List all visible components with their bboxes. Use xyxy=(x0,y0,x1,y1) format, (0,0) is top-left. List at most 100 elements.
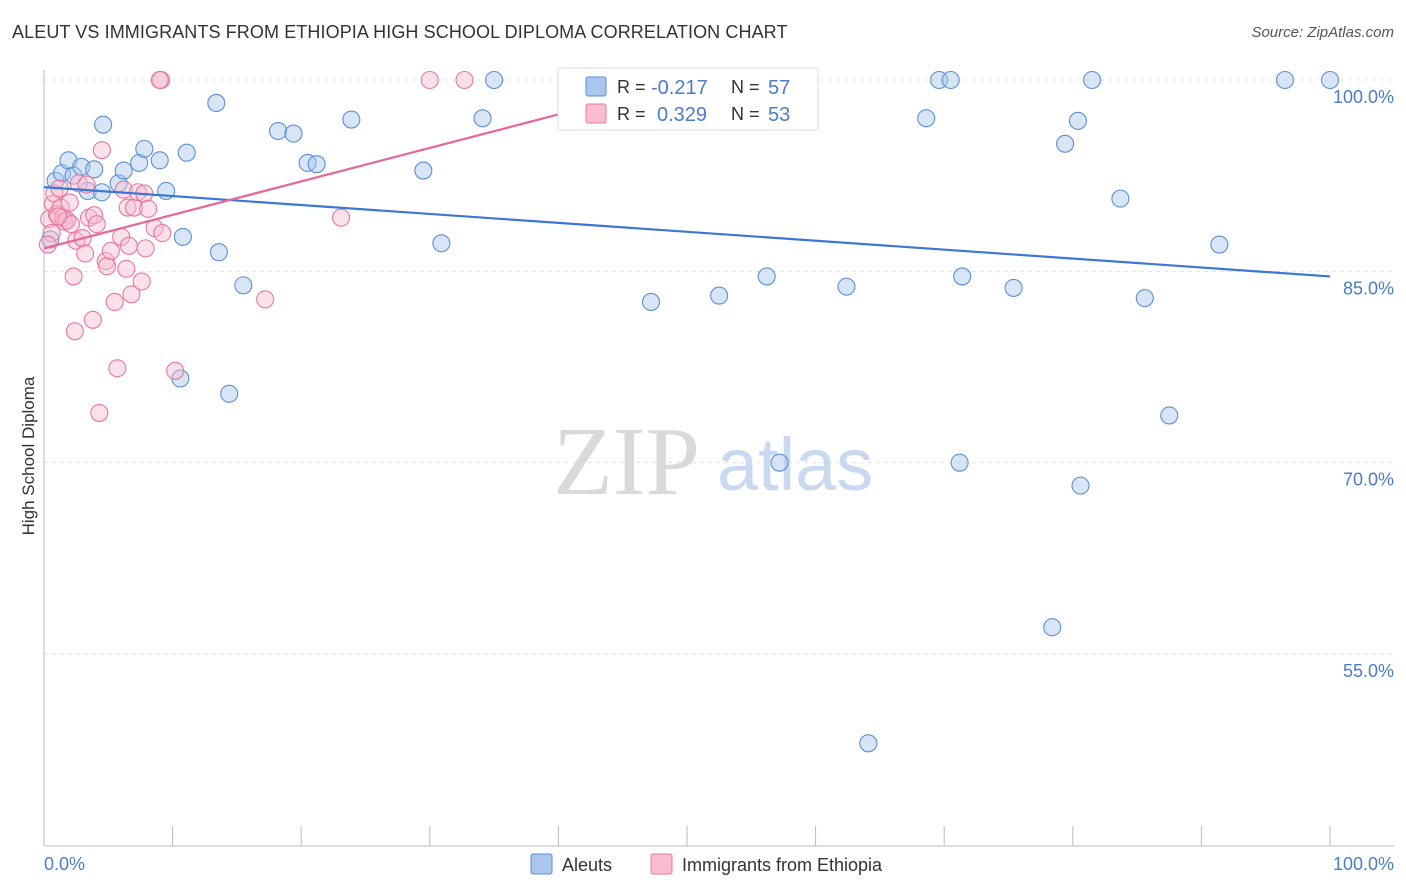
ethiopia-point xyxy=(136,239,155,258)
watermark-zip: ZIP xyxy=(553,408,700,516)
aleuts-point xyxy=(1004,278,1023,297)
aleuts-point xyxy=(307,155,326,174)
aleuts-point xyxy=(173,227,192,246)
ethiopia-point xyxy=(119,236,138,255)
aleuts-point xyxy=(1068,111,1087,130)
bottom-legend-swatch-ethiopia xyxy=(650,853,673,875)
aleuts-point xyxy=(234,276,253,295)
aleuts-point xyxy=(917,109,936,128)
source-label: Source: ZipAtlas.com xyxy=(1251,24,1394,41)
aleuts-point xyxy=(1043,618,1062,637)
ethiopia-point xyxy=(49,207,68,226)
aleuts-point xyxy=(950,453,969,472)
aleuts-point xyxy=(114,161,133,180)
ethiopia-point xyxy=(124,198,144,217)
watermark-atlas: atlas xyxy=(717,423,873,506)
legend-r-value-aleuts: -0.217 xyxy=(651,77,708,99)
ethiopia-point xyxy=(256,290,275,309)
y-tick-labels: 55.0% 70.0% 85.0% 100.0% xyxy=(1333,87,1394,681)
aleuts-point xyxy=(953,267,972,286)
aleuts-point xyxy=(94,115,113,134)
legend-swatch-aleuts xyxy=(585,76,607,97)
aleuts-point xyxy=(298,153,317,172)
y-tick-label: 85.0% xyxy=(1343,278,1394,298)
aleuts-point xyxy=(1160,406,1179,425)
ethiopia-point xyxy=(132,272,151,291)
aleuts-point xyxy=(710,286,729,305)
ethiopia-point xyxy=(69,174,88,193)
aleuts-point xyxy=(859,734,878,753)
aleuts-point xyxy=(1083,70,1102,90)
aleuts-trend-line xyxy=(43,186,1331,278)
ethiopia-point xyxy=(108,359,127,378)
aleuts-point xyxy=(269,121,288,141)
y-tick-label: 70.0% xyxy=(1343,470,1394,490)
aleuts-point xyxy=(1210,235,1229,254)
aleuts-point xyxy=(1071,476,1090,495)
aleuts-point xyxy=(641,292,661,311)
y-axis-title: High School Diploma xyxy=(19,376,38,535)
ethiopia-trend-line xyxy=(43,113,559,250)
bottom-legend-swatch-aleuts xyxy=(530,853,553,875)
aleuts-point xyxy=(85,160,104,179)
aleuts-point xyxy=(207,93,226,113)
aleuts-point xyxy=(1111,189,1130,208)
ethiopia-point xyxy=(105,292,124,311)
ethiopia-point xyxy=(139,199,158,218)
ethiopia-point xyxy=(60,193,79,212)
gridlines xyxy=(44,79,1394,655)
aleuts-point xyxy=(150,151,169,170)
ethiopia-point xyxy=(153,224,172,243)
x-ticks xyxy=(43,826,1331,846)
ethiopia-point xyxy=(101,241,120,260)
y-tick-label: 100.0% xyxy=(1333,87,1394,107)
ethiopia-point xyxy=(118,198,137,217)
legend-box: R = -0.217 N = 57 R = 0.329 N = 53 xyxy=(557,67,819,131)
ethiopia-point xyxy=(420,70,439,90)
aleuts-point xyxy=(41,230,60,249)
ethiopia-point xyxy=(166,361,185,380)
bottom-legend-label-ethiopia: Immigrants from Ethiopia xyxy=(682,855,883,875)
ethiopia-point xyxy=(117,259,136,278)
ethiopia-point xyxy=(92,141,111,160)
aleuts-point xyxy=(1135,289,1154,308)
aleuts-point xyxy=(770,453,789,472)
ethiopia-point xyxy=(122,285,141,304)
ethiopia-point xyxy=(97,257,117,276)
legend-r-label-ethiopia: R = xyxy=(617,104,646,124)
legend-r-label-aleuts: R = xyxy=(617,77,646,97)
ethiopia-point xyxy=(455,70,474,90)
ethiopia-point xyxy=(83,310,102,329)
ethiopia-point xyxy=(150,70,169,90)
aleuts-point xyxy=(837,277,856,296)
ethiopia-point xyxy=(90,403,109,422)
legend-n-value-ethiopia: 53 xyxy=(768,104,790,126)
legend-swatch-ethiopia xyxy=(585,103,607,124)
aleuts-point xyxy=(1275,70,1295,90)
aleuts-point xyxy=(177,143,196,162)
y-tick-label: 55.0% xyxy=(1343,661,1394,681)
aleuts-point xyxy=(432,234,451,253)
bottom-legend: Aleuts Immigrants from Ethiopia xyxy=(530,853,883,875)
aleuts-point xyxy=(284,124,303,143)
aleuts-point xyxy=(342,110,361,129)
ethiopia-point xyxy=(38,235,57,254)
ethiopia-point xyxy=(76,244,95,263)
ethiopia-point xyxy=(65,322,84,341)
trend-lines xyxy=(43,113,1331,278)
legend-n-label-aleuts: N = xyxy=(731,77,760,97)
aleuts-point xyxy=(130,153,149,172)
legend-n-value-aleuts: 57 xyxy=(768,77,790,99)
ethiopia-point xyxy=(87,215,106,234)
chart-title: ALEUT VS IMMIGRANTS FROM ETHIOPIA HIGH S… xyxy=(12,22,788,42)
aleuts-point xyxy=(1320,70,1340,90)
x-tick-label-min: 0.0% xyxy=(44,854,85,874)
ethiopia-point xyxy=(332,208,351,227)
aleuts-point xyxy=(209,243,228,262)
aleuts-point xyxy=(473,109,492,128)
x-tick-label-max: 100.0% xyxy=(1333,854,1394,874)
aleuts-point xyxy=(414,161,433,180)
aleuts-point xyxy=(485,70,504,90)
aleuts-point xyxy=(135,139,154,158)
